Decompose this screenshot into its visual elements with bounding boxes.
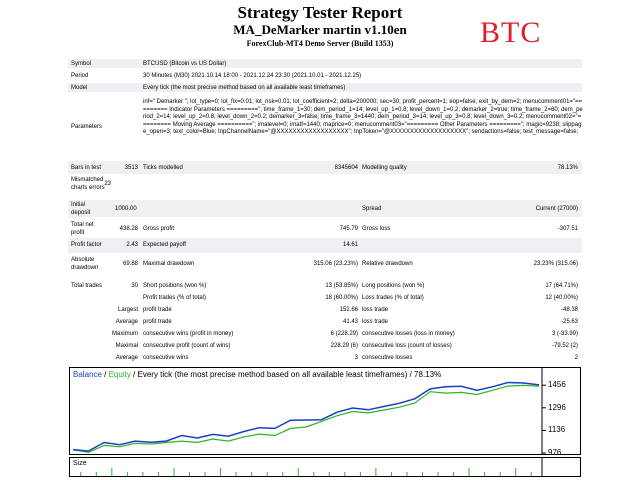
largest-profit-label: profit trade [143,307,172,313]
quality-value: 78.13% [557,165,578,171]
size-label: Size [73,460,87,467]
y-tick-label: 1136 [548,425,566,435]
bars-value: 3513 [124,165,138,171]
bars-label: Bars in test [71,165,102,171]
spread-label: Spread [362,206,382,212]
period-label: Period [71,73,89,79]
max-cw-value: 6 (228.29) [330,331,358,337]
average2-label: Average [115,355,138,361]
grossprofit-label: Gross profit [143,226,175,232]
avg-cl-value: 2 [574,355,578,361]
pf-label: Profit factor [71,242,102,248]
model-value: Every tick (the most precise method base… [143,85,346,91]
stripe [68,59,582,68]
absdd-label: Absolute [71,257,95,263]
maxdd-value: 315.06 (23.23%) [313,261,358,267]
y-tick-label: 1456 [548,380,566,390]
average-loss-value: -25.63 [560,319,578,325]
max-cl-label: consecutive losses (loss in money) [362,331,455,337]
expert-name: MA_DeMarker martin v1.10en [233,22,407,37]
size-chart [69,457,581,477]
legend-separator: / [101,370,109,379]
losstrades-label: Loss trades (% of total) [362,295,424,301]
average-profit-value: 41.43 [342,319,358,325]
losstrades-value: 12 (40.00%) [545,295,578,301]
pf-value: 2.43 [126,242,138,248]
short-label: Short positions (won %) [143,283,207,289]
avg-cw-value: 3 [354,355,358,361]
server-name: ForexClub-MT4 Demo Server (Build 1353) [246,39,394,48]
largest-profit-value: 152.66 [339,307,358,313]
model-label: Model [71,85,88,91]
mismatched-label: Mismatched [71,177,104,183]
avg-cl-label: consecutive losses [362,355,413,361]
stripe [68,200,582,217]
trades-label: Total trades [71,283,103,289]
btc-watermark: BTC [480,16,542,49]
parameters-label: Parameters [71,124,103,130]
average-loss-label: loss trade [362,319,389,325]
period-value: 30 Minutes (M30) 2021.10.14 18:00 - 2021… [143,73,362,79]
maximal-cp-value: 228.29 (6) [330,343,358,349]
largest-loss-label: loss trade [362,307,389,313]
maximum-label: Maximum [111,331,138,337]
stripe [68,238,582,253]
reldd-value: 23.23% (315.06) [533,261,578,267]
balance-line [72,381,540,452]
balance-chart [69,367,581,455]
maximal-cl-value: -79.52 (2) [551,343,578,349]
parameters-value: inf=" Demarker "; lot_type=0; lot_fix=0.… [143,99,583,135]
max-cl-value: 3 (-33.99) [551,331,578,337]
mismatched-value: 23 [104,181,111,187]
stripe [68,161,582,174]
netprofit-label: profit [71,230,85,236]
grossloss-label: Gross loss [362,226,391,232]
reldd-label: Relative drawdown [362,261,413,267]
short-value: 13 (53.85%) [325,283,358,289]
initial-label: deposit [71,210,91,216]
payoff-label: Expected payoff [143,242,186,248]
chart-title-rest: / Every tick (the most precise method ba… [130,370,442,379]
spread-value: Current (27000) [535,206,578,212]
maximal-cl-label: consecutive loss (count of losses) [362,343,452,349]
maximal-cp-label: consecutive profit (count of wins) [143,343,231,349]
report-title: Strategy Tester Report [237,3,403,22]
profittrades-label: Profit trades (% of total) [143,295,207,301]
equity-legend: Equity [108,370,131,379]
trades-value: 30 [131,283,138,289]
maxdd-label: Maximal drawdown [143,261,195,267]
initial-label: Initial [71,202,86,208]
avg-cw-label: consecutive wins [143,355,189,361]
payoff-value: 14.61 [342,242,358,248]
y-tick-label: 1296 [548,402,566,412]
grossprofit-value: 745.79 [339,226,358,232]
max-cw-label: consecutive wins (profit in money) [143,331,234,337]
grossloss-value: -307.51 [557,226,578,232]
equity-line [72,384,540,454]
average-profit-label: profit trade [143,319,172,325]
netprofit-label: Total net [71,222,94,228]
largest-loss-value: -48.38 [560,307,578,313]
initial-value: 1000.00 [115,206,137,212]
stripe [68,83,582,92]
long-value: 17 (64.71%) [545,283,578,289]
netprofit-value: 438.28 [119,226,138,232]
ticks-value: 8345604 [334,165,358,171]
absdd-label: drawdown [71,265,99,271]
mismatched-label: charts errors [71,185,105,191]
balance-legend: Balance [73,370,102,379]
chart-title: Balance / Equity / Every tick (the most … [73,370,441,379]
symbol-label: Symbol [71,61,92,67]
average-label: Average [115,319,138,325]
maximal-label: Maximal [115,343,138,349]
symbol-value: BTCUSD (Bitcoin vs US Dollar) [143,61,227,67]
y-tick-label: 976 [548,448,562,457]
ticks-label: Ticks modelled [143,165,183,171]
long-label: Long positions (won %) [362,283,425,289]
quality-label: Modelling quality [362,165,407,171]
largest-label: Largest [117,307,138,313]
profittrades-value: 18 (60.00%) [325,295,358,301]
absdd-value: 69.88 [122,261,138,267]
